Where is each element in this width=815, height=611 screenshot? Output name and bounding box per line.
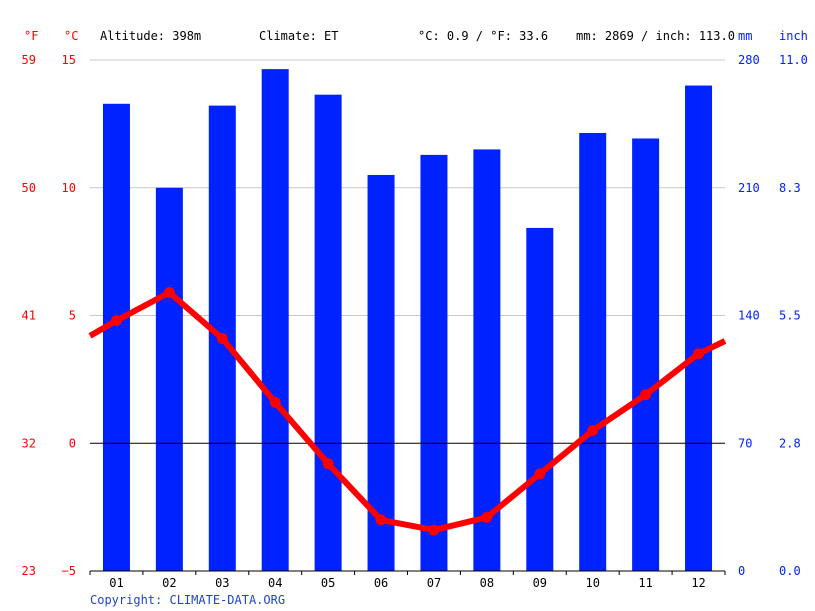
inch-unit-label: inch — [779, 29, 808, 43]
inch-tick-label: 2.8 — [779, 436, 801, 450]
inch-tick-label: 5.5 — [779, 309, 801, 323]
celsius-tick-label: 0 — [69, 436, 76, 450]
x-tick-label: 05 — [321, 576, 335, 590]
x-tick-label: 03 — [215, 576, 229, 590]
precip-bar — [102, 103, 130, 572]
mm-tick-label: 280 — [738, 53, 760, 67]
temperature-series — [88, 287, 727, 536]
temperature-point — [163, 287, 175, 299]
x-tick-label: 01 — [109, 576, 123, 590]
temperature-point — [269, 396, 281, 408]
precip-bar — [632, 138, 660, 571]
celsius-axis: 15 10 5 0 −5 — [62, 53, 76, 578]
celsius-tick-label: −5 — [62, 564, 76, 578]
copyright-text: Copyright: CLIMATE-DATA.ORG — [90, 593, 285, 607]
temperature-line — [88, 289, 727, 534]
precip-bar — [261, 69, 289, 571]
x-tick-label: 12 — [691, 576, 705, 590]
mm-tick-label: 140 — [738, 309, 760, 323]
x-tick-label: 11 — [638, 576, 652, 590]
fahrenheit-tick-label: 41 — [22, 309, 36, 323]
temperature-point — [481, 511, 493, 523]
inch-axis: 11.0 8.3 5.5 2.8 0.0 — [779, 53, 808, 578]
fahrenheit-tick-label: 59 — [22, 53, 36, 67]
altitude-label: Altitude: 398m — [100, 29, 201, 43]
inch-tick-label: 0.0 — [779, 564, 801, 578]
precip-bar — [526, 227, 554, 571]
climate-label: Climate: ET — [259, 29, 338, 43]
x-tick-label: 09 — [533, 576, 547, 590]
mm-axis: 280 210 140 70 0 — [738, 53, 760, 578]
x-tick-label: 07 — [427, 576, 441, 590]
x-tick-label: 02 — [162, 576, 176, 590]
x-axis-ticks: 01 02 03 04 05 06 07 08 09 10 11 12 — [89, 571, 726, 590]
inch-tick-label: 11.0 — [779, 53, 808, 67]
avg-temp-label: °C: 0.9 / °F: 33.6 — [418, 29, 548, 43]
mm-tick-label: 210 — [738, 181, 760, 195]
precip-bar — [473, 149, 501, 572]
x-tick-label: 10 — [585, 576, 599, 590]
temperature-point — [110, 315, 122, 327]
precip-bar — [155, 187, 183, 571]
temperature-point — [428, 524, 440, 536]
fahrenheit-unit-label: °F — [24, 29, 38, 43]
precip-bar — [579, 133, 607, 571]
x-tick-label: 04 — [268, 576, 282, 590]
fahrenheit-tick-label: 50 — [22, 181, 36, 195]
mm-unit-label: mm — [738, 29, 752, 43]
celsius-tick-label: 15 — [62, 53, 76, 67]
x-tick-label: 08 — [480, 576, 494, 590]
precip-bar — [420, 154, 448, 571]
total-precip-label: mm: 2869 / inch: 113.0 — [576, 29, 735, 43]
celsius-tick-label: 10 — [62, 181, 76, 195]
precip-bar — [685, 85, 713, 572]
gridlines — [90, 59, 725, 316]
mm-tick-label: 70 — [738, 436, 752, 450]
precipitation-bars — [102, 69, 713, 572]
fahrenheit-axis: 59 50 41 32 23 — [22, 53, 36, 578]
temperature-point — [534, 468, 546, 480]
precip-bar — [367, 174, 395, 571]
temperature-point — [587, 424, 599, 436]
fahrenheit-tick-label: 32 — [22, 436, 36, 450]
celsius-tick-label: 5 — [69, 309, 76, 323]
temperature-point — [322, 458, 334, 470]
x-tick-label: 06 — [374, 576, 388, 590]
fahrenheit-tick-label: 23 — [22, 564, 36, 578]
temperature-point — [693, 348, 705, 360]
celsius-unit-label: °C — [64, 29, 78, 43]
temperature-point — [216, 332, 228, 344]
mm-tick-label: 0 — [738, 564, 745, 578]
temperature-point — [375, 514, 387, 526]
temperature-point — [640, 389, 652, 401]
inch-tick-label: 8.3 — [779, 181, 801, 195]
precip-bar — [314, 94, 342, 572]
